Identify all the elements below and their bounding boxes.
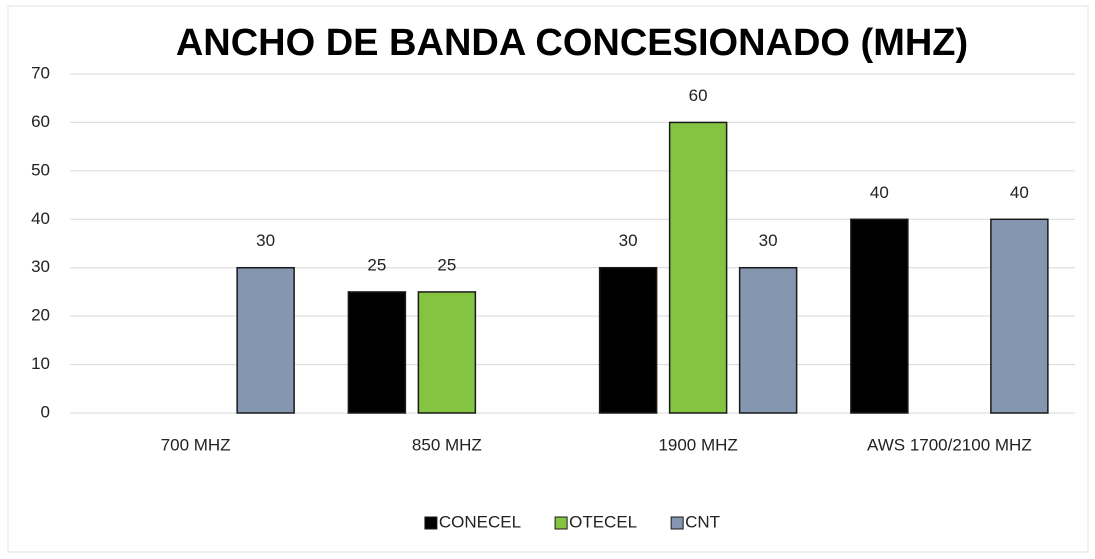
bar xyxy=(236,266,295,414)
legend-swatch xyxy=(554,516,568,530)
y-tick-label: 40 xyxy=(31,209,50,228)
legend-label: OTECEL xyxy=(569,512,637,531)
bar xyxy=(347,291,407,414)
y-tick-label: 50 xyxy=(31,160,50,179)
x-tick-label: 850 MHZ xyxy=(412,435,482,454)
x-tick-label: 700 MHZ xyxy=(161,435,231,454)
y-tick-label: 70 xyxy=(31,63,50,82)
y-tick-label: 60 xyxy=(31,112,50,131)
bar xyxy=(417,291,477,414)
chart-border xyxy=(7,5,1089,553)
data-label: 30 xyxy=(256,231,275,250)
y-tick-label: 30 xyxy=(31,257,50,276)
x-tick-label: 1900 MHZ xyxy=(658,435,737,454)
bar xyxy=(990,218,1049,414)
bar xyxy=(850,218,909,414)
bar xyxy=(598,266,658,414)
y-tick-label: 0 xyxy=(41,402,50,421)
data-label: 25 xyxy=(367,255,386,274)
data-label: 30 xyxy=(619,231,638,250)
legend-swatch xyxy=(424,516,438,530)
y-tick-label: 20 xyxy=(31,306,50,325)
data-label: 30 xyxy=(759,231,778,250)
legend-swatch xyxy=(670,516,684,530)
data-label: 40 xyxy=(870,183,889,202)
bar xyxy=(668,121,728,414)
chart-title: ANCHO DE BANDA CONCESIONADO (MHZ) xyxy=(176,22,968,64)
legend-label: CONECEL xyxy=(439,512,521,531)
legend-label: CNT xyxy=(685,512,720,531)
data-label: 40 xyxy=(1010,183,1029,202)
bar xyxy=(738,266,798,414)
data-label: 60 xyxy=(689,86,708,105)
x-tick-label: AWS 1700/2100 MHZ xyxy=(867,435,1032,454)
y-tick-label: 10 xyxy=(31,354,50,373)
data-label: 25 xyxy=(437,255,456,274)
